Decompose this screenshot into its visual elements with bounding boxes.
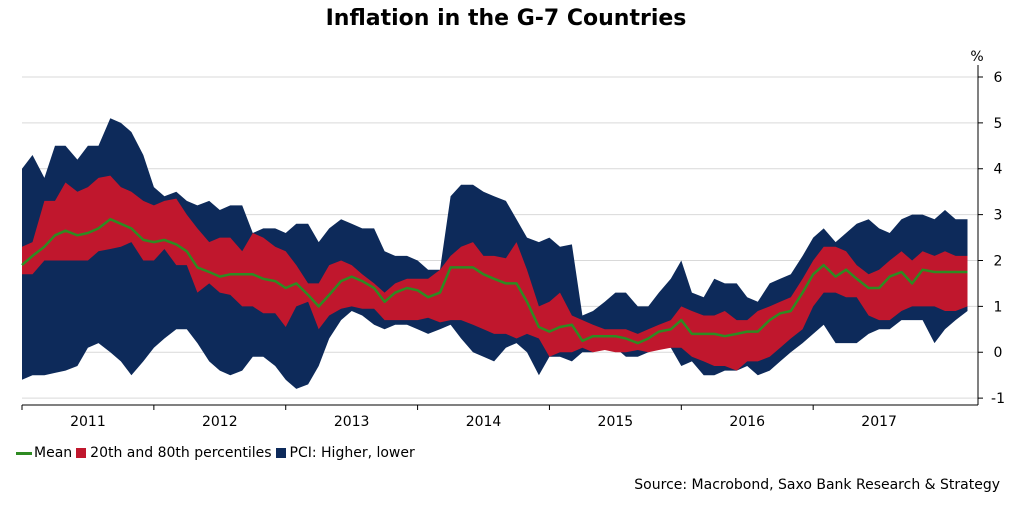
x-tick-label: 2015 bbox=[598, 414, 634, 430]
y-tick-label: 3 bbox=[994, 208, 1003, 224]
x-tick-label: 2013 bbox=[334, 414, 370, 430]
y-tick-label: 5 bbox=[994, 116, 1003, 132]
x-tick-label: 2014 bbox=[466, 414, 502, 430]
y-tick-label: 0 bbox=[994, 345, 1003, 361]
legend-swatch-mean bbox=[16, 451, 32, 455]
legend-item-pci: PCI: Higher, lower bbox=[275, 445, 415, 461]
legend: Mean 20th and 80th percentiles PCI: High… bbox=[16, 445, 419, 461]
x-tick-label: 2017 bbox=[861, 414, 897, 430]
y-tick-label: 6 bbox=[994, 70, 1003, 86]
y-tick-label: 1 bbox=[994, 299, 1003, 315]
x-tick-label: 2011 bbox=[70, 414, 106, 430]
legend-swatch-pci bbox=[275, 448, 286, 458]
legend-item-mean: Mean bbox=[16, 445, 72, 461]
y-tick-label: 4 bbox=[994, 162, 1003, 178]
legend-swatch-percentiles bbox=[76, 448, 87, 458]
legend-label-percentiles: 20th and 80th percentiles bbox=[90, 445, 272, 461]
legend-label-mean: Mean bbox=[34, 445, 73, 461]
mean-line bbox=[21, 217, 968, 345]
legend-label-pci: PCI: Higher, lower bbox=[289, 445, 415, 461]
band-percentiles bbox=[22, 175, 968, 371]
source-note: Source: Macrobond, Saxo Bank Research & … bbox=[634, 477, 1000, 493]
x-tick-label: 2016 bbox=[729, 414, 765, 430]
y-axis-unit: % bbox=[970, 49, 983, 65]
y-tick-label: 2 bbox=[994, 253, 1003, 269]
y-tick-label: -1 bbox=[991, 391, 1005, 407]
chart-title: Inflation in the G-7 Countries bbox=[325, 6, 687, 31]
legend-item-percentiles: 20th and 80th percentiles bbox=[76, 445, 272, 461]
x-tick-label: 2012 bbox=[202, 414, 238, 430]
